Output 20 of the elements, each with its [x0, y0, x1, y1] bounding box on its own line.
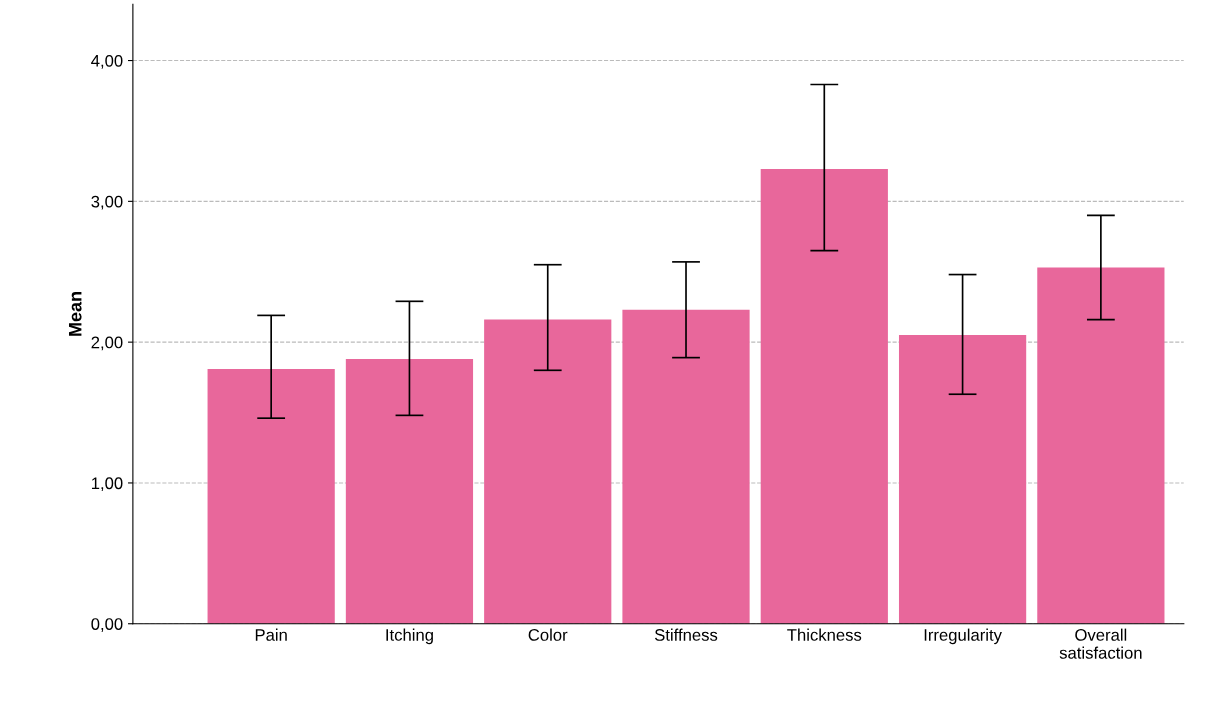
bar: [345, 359, 474, 624]
y-tick-label: 4,00: [91, 54, 123, 69]
x-tick-label: Pain: [255, 628, 287, 641]
x-tick-label: Overall satisfaction: [1059, 628, 1142, 659]
x-tick-label: Irregularity: [924, 628, 1002, 645]
bar: [484, 319, 612, 624]
x-tick-label: Stiffness: [654, 628, 718, 641]
bar: [898, 335, 1027, 624]
bar: [1037, 267, 1165, 624]
y-tick-label: 0,00: [91, 618, 123, 632]
y-tick-label: 1,00: [91, 477, 123, 492]
x-tick-label: Color: [528, 628, 568, 641]
x-tick-label: Itching: [386, 628, 433, 645]
y-axis-title: Mean: [69, 292, 82, 336]
x-tick-label: Thickness: [787, 628, 862, 641]
bar: [207, 368, 335, 624]
bar: [760, 168, 888, 624]
y-tick-label: 2,00: [91, 336, 123, 351]
y-tick-label: 3,00: [91, 195, 123, 210]
bar: [622, 309, 750, 624]
